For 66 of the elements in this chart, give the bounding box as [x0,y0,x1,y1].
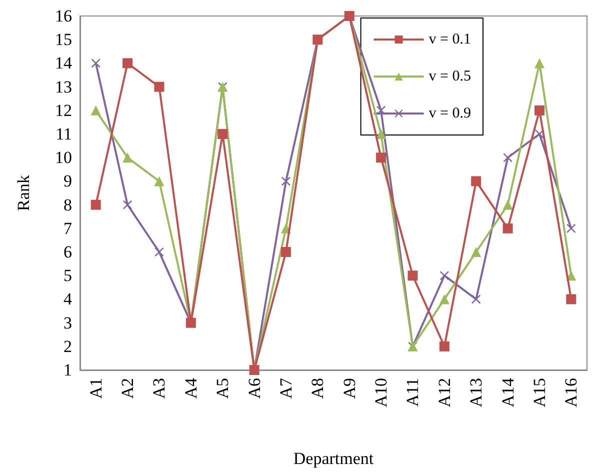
x-axis-title: Department [293,449,374,468]
y-tick-label: 14 [55,54,72,73]
y-tick-label: 11 [56,124,72,144]
y-tick-label: 1 [64,360,72,380]
x-tick-label: A4 [181,378,200,399]
y-tick-label: 13 [55,77,72,96]
y-tick-label: 5 [64,266,72,286]
point [376,106,386,115]
x-tick-label: A1 [86,378,106,399]
point [472,294,481,304]
point [154,82,164,92]
point [566,224,576,233]
point [566,294,576,304]
x-tick-label: A13 [466,378,486,408]
point [376,152,386,163]
y-tick-label: 2 [64,336,72,356]
point [154,176,164,186]
point [218,129,228,139]
y-tick-label: 4 [64,290,72,309]
y-tick-label: 10 [55,148,72,168]
point [439,341,450,352]
x-tick-label: A12 [434,378,454,408]
y-tick-label: 9 [64,172,72,191]
y-axis-title: Rank [14,174,33,211]
point [122,58,133,68]
x-tick-label: A8 [308,378,328,399]
point [376,129,386,139]
x-tick-label: A15 [530,378,549,408]
x-tick-label: A2 [118,378,138,399]
point [408,270,418,281]
y-tick-label: 8 [64,195,72,214]
legend-label: v = 0.5 [428,68,472,84]
point [471,176,482,186]
point [471,247,482,257]
point [439,294,450,304]
point [534,58,544,68]
x-tick-label: A10 [372,378,391,408]
point [280,247,291,257]
point [502,200,513,210]
point [90,200,101,210]
point [123,200,132,210]
y-tick-label: 3 [64,313,72,332]
x-tick-label: A5 [213,378,232,399]
point [503,153,512,162]
point [90,105,101,116]
point [154,248,164,256]
x-tick-label: A7 [276,378,296,399]
y-tick-label: 16 [55,6,72,26]
x-tick-label: A3 [150,378,169,399]
y-tick-label: 15 [55,30,72,50]
x-tick-label: A9 [340,378,359,399]
y-tick-label: 7 [64,218,72,238]
y-tick-label: 6 [64,242,72,262]
point [502,223,513,234]
x-tick-label: A6 [244,378,264,399]
point [534,105,544,116]
legend-label: v = 0.9 [428,106,472,122]
x-tick-label: A14 [498,378,518,408]
x-tick-label: A11 [403,378,422,407]
legend-label: v = 0.1 [428,32,472,48]
point [122,152,133,163]
x-tick-label: A16 [562,378,581,408]
point [281,176,290,186]
point [91,58,100,68]
point [440,271,449,280]
y-tick-label: 12 [55,100,72,120]
